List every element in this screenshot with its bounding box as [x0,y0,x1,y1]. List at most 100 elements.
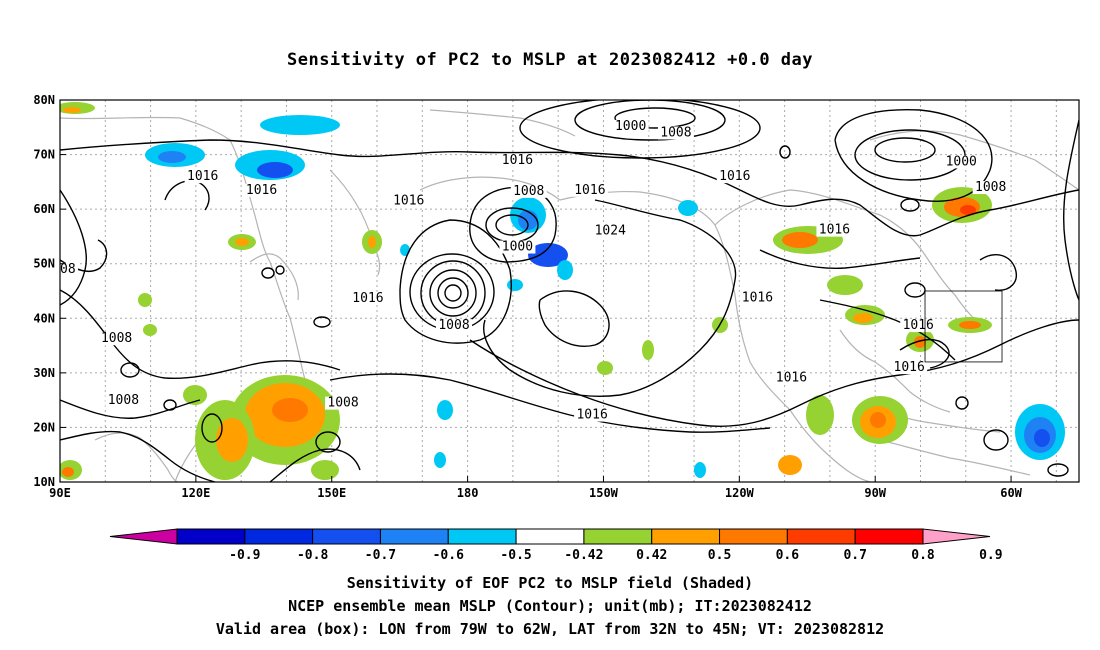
contour-label: 1016 [903,318,934,333]
colorbar-segment [786,528,856,545]
lat-tick-label: 80N [33,93,55,107]
contour-label-bg [390,194,427,208]
contour-label: 1008 [438,318,469,333]
plot-frame [59,99,1080,483]
colorbar-label: -0.8 [297,548,328,563]
colorbar-label: 0.7 [843,548,866,563]
colorbar-segment [379,528,449,545]
colorbar-label: -0.9 [229,548,260,563]
caption-line-1: Sensitivity of EOF PC2 to MSLP field (Sh… [346,574,754,592]
contour-label: 1016 [719,169,750,184]
colorbar-segment [854,528,924,545]
contour-label-bg [574,408,611,422]
contour-label: 1016 [502,153,533,168]
lon-tick-label: 150W [589,486,619,500]
caption-line-2: NCEP ensemble mean MSLP (Contour); unit(… [288,597,812,615]
contour-label: 1008 [513,184,544,199]
contour-label-bg [657,126,694,140]
sensitivity-shading [60,102,1065,480]
contour-label: 1008 [327,396,358,411]
lon-tick-label: 120E [181,486,210,500]
contour-label-bg [325,396,362,410]
lat-tick-label: 40N [33,311,55,325]
lat-tick-label: 70N [33,148,55,162]
contour-label: 1008 [975,180,1006,195]
contour-label-bg [60,262,78,276]
contour-label-bg [499,240,536,254]
contour-label: 1016 [246,183,277,198]
contour-label: 1000 [502,240,533,255]
contour-label: 1008 [44,262,75,277]
contour-label: 1000 [615,119,646,134]
contour-label: 1024 [595,224,626,239]
colorbar-min-arrow [109,528,178,545]
contour-label-bg [105,393,142,407]
contour-label: 1016 [819,223,850,238]
contour-label-bg [816,223,853,237]
lat-tick-label: 30N [33,366,55,380]
lon-tick-label: 90W [864,486,886,500]
lon-tick-label: 60W [1000,486,1022,500]
colorbar-label: 0.42 [636,548,667,563]
lat-tick-label: 60N [33,202,55,216]
colorbar-segment [583,528,653,545]
contour-label-bg [592,224,629,238]
contour-label: 1016 [187,169,218,184]
contour-label-bg [612,119,649,133]
colorbar-max-arrow [922,528,991,545]
colorbar-segment [719,528,788,545]
contour-label-bg [739,291,776,305]
lon-tick-label: 180 [457,486,479,500]
colorbar-label: 0.9 [979,548,1002,563]
colorbar: -0.9 -0.8 -0.7 -0.6 -0.5 -0.42 0.42 0.5 0.6 0.7 0.… [109,528,1003,563]
contour-label-bg [571,183,608,197]
page-title: Sensitivity of PC2 to MSLP at 2023082412… [286,50,813,70]
lat-tick-label: 10N [33,475,55,489]
lon-tick-label: 90E [49,486,71,500]
colorbar-segment [515,528,585,545]
contour-label: 1016 [776,370,807,385]
colorbar-label: -0.6 [433,548,464,563]
axes: 90E 120E 150E 180 150W 120W 90W 60W 80N 70N 60N 50N… [33,93,1022,500]
colorbar-label: 0.5 [708,548,731,563]
contour-label: 1016 [393,194,424,209]
colorbar-segment [312,528,381,545]
contour-label-bg [773,371,810,385]
colorbar-label: -0.5 [500,548,531,563]
colorbar-segment [447,528,517,545]
contour-label: 1016 [576,408,607,423]
contour-label-bg [510,184,547,198]
contour-label-bg [98,332,135,346]
colorbar-segment [176,528,246,545]
caption-line-3: Valid area (box): LON from 79W to 62W, L… [215,620,885,638]
lat-tick-label: 20N [33,420,55,434]
contour-label: 1016 [742,290,773,305]
lon-tick-label: 150E [317,486,346,500]
contour-label: 1016 [894,360,925,375]
contour-label: 1000 [946,154,977,169]
contour-label: 1008 [660,125,691,140]
contour-label-bg [972,181,1009,195]
contour-labels: 1000 1008 1016 1016 1000 1016 1016 1016 1008 1016… [44,119,1009,423]
valid-area-box [924,290,1003,363]
contour-label: 1008 [108,393,139,408]
contour-label: 1016 [574,183,605,198]
contour-label: 1008 [101,331,132,346]
colorbar-label: -0.42 [564,548,603,563]
colorbar-segment [244,528,314,545]
colorbar-label: 0.8 [911,548,935,563]
contour-label-bg [499,153,536,167]
contour-label: 1016 [352,291,383,306]
colorbar-label: 0.6 [776,548,800,563]
contour-label-bg [184,170,221,184]
lon-tick-label: 120W [725,486,755,500]
lat-tick-label: 50N [33,257,55,271]
contour-label-bg [900,319,937,333]
contour-label-bg [436,319,473,333]
contour-label-bg [349,291,386,305]
contour-label-bg [716,170,753,184]
colorbar-segment [651,528,721,545]
contour-label-bg [943,155,980,169]
contour-label-bg [891,361,928,375]
